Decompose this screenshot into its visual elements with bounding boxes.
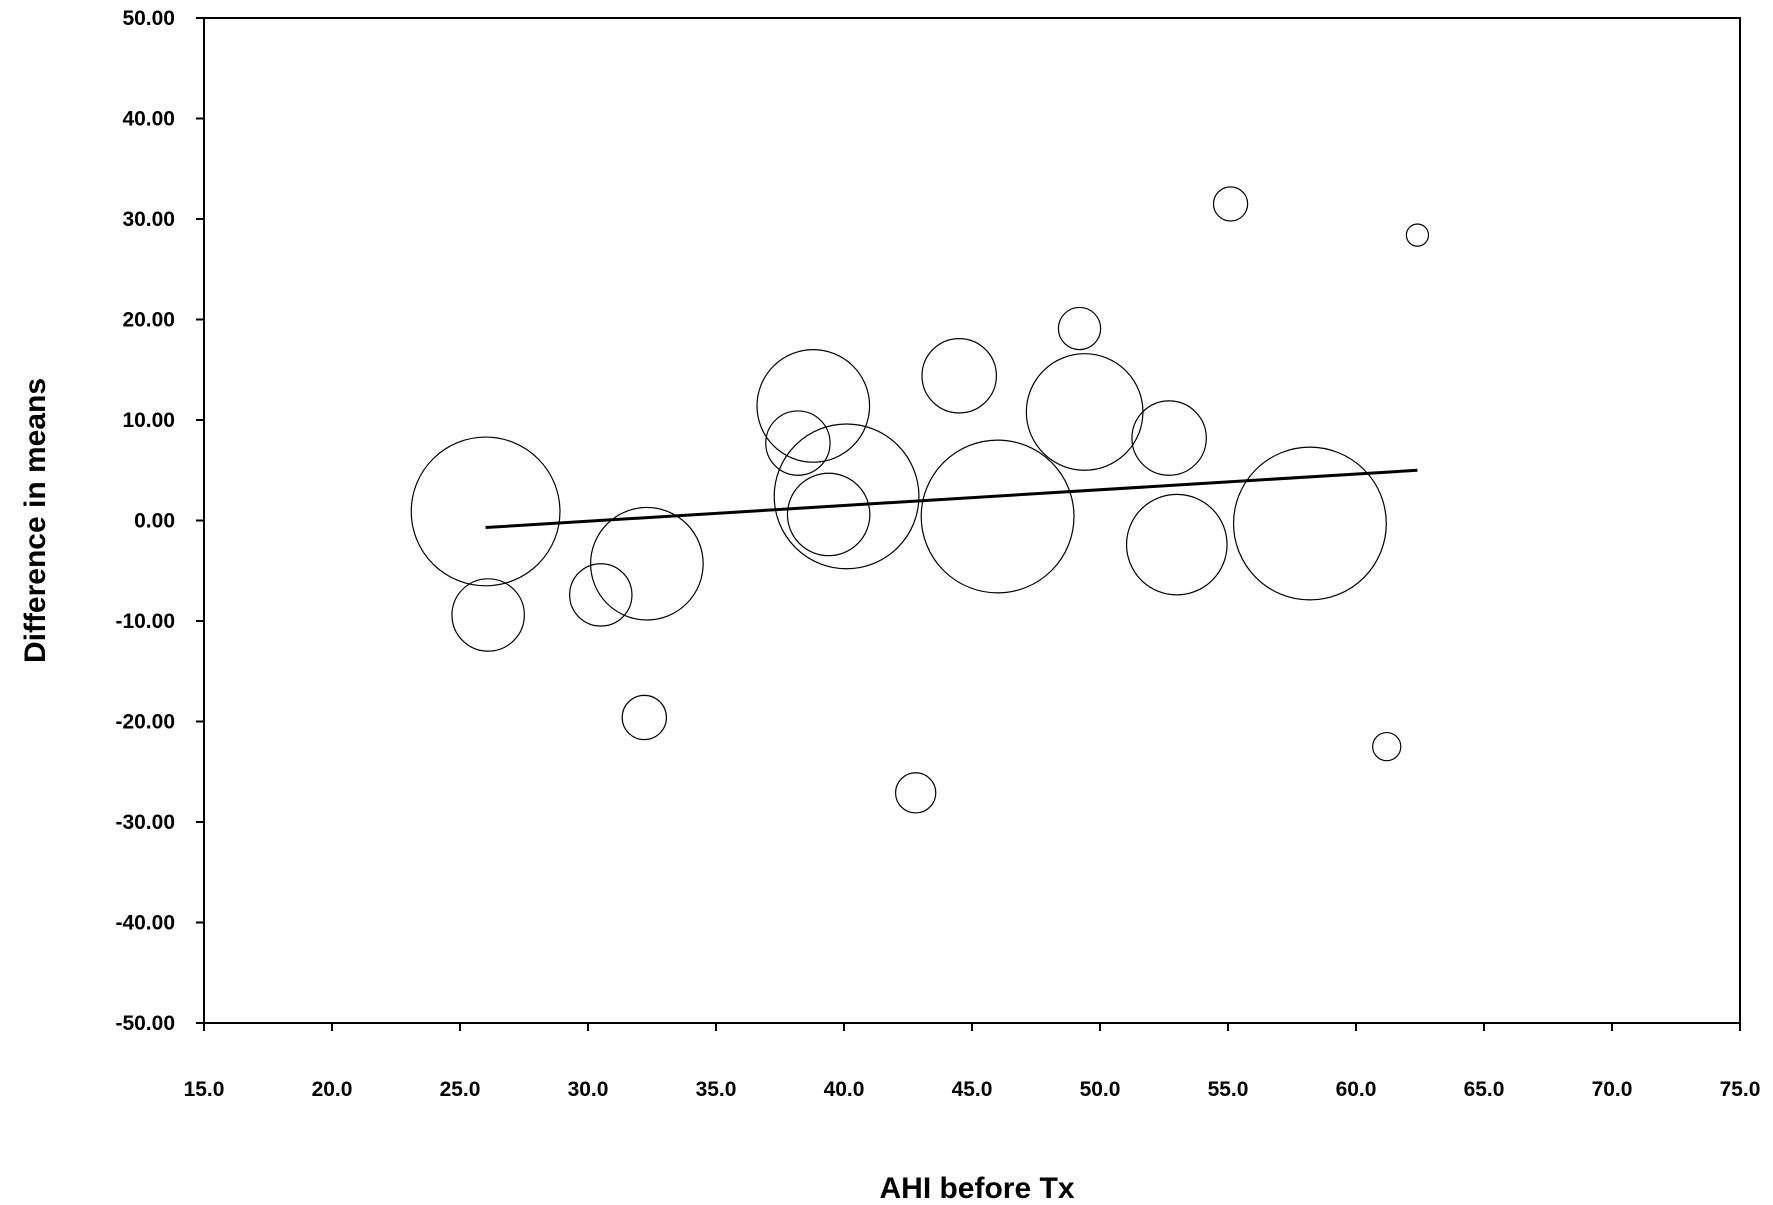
- y-tick-label: -20.00: [115, 711, 175, 734]
- data-bubble: [452, 579, 524, 651]
- data-bubble: [787, 473, 869, 555]
- y-tick-label: 50.00: [122, 7, 175, 30]
- y-tick-label: 30.00: [122, 208, 175, 231]
- y-tick-label: -50.00: [115, 1012, 175, 1035]
- plot-frame: [204, 18, 1740, 1023]
- y-tick-label: -10.00: [115, 610, 175, 633]
- x-tick-label: 65.0: [1464, 1078, 1505, 1101]
- x-tick-label: 30.0: [568, 1078, 609, 1101]
- data-bubble: [1234, 447, 1387, 600]
- data-bubble: [1058, 307, 1100, 349]
- data-bubble: [622, 695, 666, 739]
- data-bubble: [591, 507, 704, 620]
- x-tick-label: 50.0: [1080, 1078, 1121, 1101]
- regression-line: [486, 470, 1418, 527]
- data-bubble: [774, 424, 919, 569]
- x-tick-label: 40.0: [824, 1078, 865, 1101]
- x-tick-label: 20.0: [312, 1078, 353, 1101]
- data-bubble: [1132, 401, 1206, 475]
- data-bubble: [1406, 224, 1428, 246]
- y-tick-label: 40.00: [122, 108, 175, 131]
- y-axis-title: Difference in means: [19, 378, 52, 663]
- x-tick-labels: 15.0 20.0 25.0 30.0 35.0 40.0 45.0 50.0 55.0 60.0…: [184, 1078, 1761, 1101]
- x-tick-label: 15.0: [184, 1078, 225, 1101]
- data-bubble: [1127, 494, 1228, 595]
- x-tick-label: 60.0: [1336, 1078, 1377, 1101]
- x-tick-label: 25.0: [440, 1078, 481, 1101]
- data-bubble: [922, 339, 996, 413]
- x-tick-label: 45.0: [952, 1078, 993, 1101]
- y-tick-label: -30.00: [115, 811, 175, 834]
- y-tick-label: 20.00: [122, 309, 175, 332]
- axis-ticks: [196, 18, 1740, 1031]
- data-bubble: [570, 564, 632, 626]
- x-axis-title: AHI before Tx: [879, 1172, 1074, 1205]
- x-tick-label: 70.0: [1592, 1078, 1633, 1101]
- y-tick-label: 10.00: [122, 409, 175, 432]
- y-tick-label: 0.00: [134, 510, 175, 533]
- x-tick-label: 35.0: [696, 1078, 737, 1101]
- x-tick-label: 75.0: [1720, 1078, 1761, 1101]
- y-tick-labels: 50.00 40.00 30.00 20.00 10.00 0.00 -10.00 -20.0…: [115, 7, 175, 1035]
- data-bubble: [411, 437, 560, 586]
- x-tick-label: 55.0: [1208, 1078, 1249, 1101]
- data-bubble: [1026, 354, 1143, 471]
- data-bubble: [896, 773, 936, 813]
- data-bubble: [921, 440, 1074, 593]
- data-bubble: [1213, 187, 1247, 221]
- data-bubble: [1373, 733, 1401, 761]
- data-bubble: [757, 350, 870, 463]
- y-tick-label: -40.00: [115, 912, 175, 935]
